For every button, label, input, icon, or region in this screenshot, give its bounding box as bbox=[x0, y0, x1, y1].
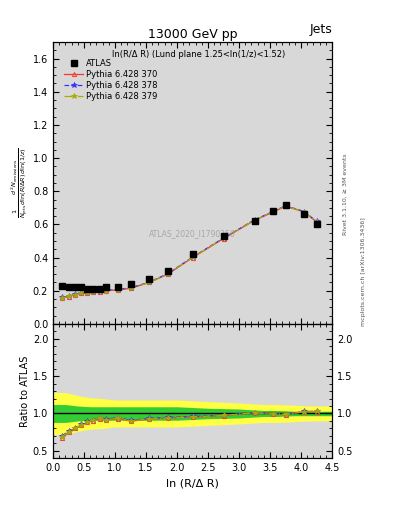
Pythia 6.428 378 bbox=[103, 287, 108, 293]
Pythia 6.428 370 bbox=[165, 271, 170, 278]
Pythia 6.428 378 bbox=[221, 235, 226, 241]
Pythia 6.428 370 bbox=[252, 217, 257, 223]
Pythia 6.428 378 bbox=[271, 208, 275, 215]
Pythia 6.428 378 bbox=[302, 208, 307, 215]
Pythia 6.428 370 bbox=[79, 290, 83, 296]
Pythia 6.428 370 bbox=[60, 295, 65, 302]
Text: ATLAS_2020_I1790256: ATLAS_2020_I1790256 bbox=[149, 229, 236, 238]
Pythia 6.428 370 bbox=[190, 254, 195, 261]
Pythia 6.428 378 bbox=[314, 219, 319, 225]
ATLAS bbox=[72, 284, 77, 290]
Pythia 6.428 370 bbox=[85, 290, 90, 296]
Pythia 6.428 379 bbox=[271, 209, 275, 215]
Pythia 6.428 370 bbox=[221, 236, 226, 242]
Pythia 6.428 370 bbox=[97, 289, 102, 295]
Title: 13000 GeV pp: 13000 GeV pp bbox=[148, 28, 237, 41]
ATLAS bbox=[79, 284, 83, 290]
Pythia 6.428 378 bbox=[97, 288, 102, 294]
Pythia 6.428 379 bbox=[66, 293, 71, 300]
Pythia 6.428 379 bbox=[252, 217, 257, 223]
Pythia 6.428 379 bbox=[103, 288, 108, 294]
Legend: ATLAS, Pythia 6.428 370, Pythia 6.428 378, Pythia 6.428 379: ATLAS, Pythia 6.428 370, Pythia 6.428 37… bbox=[63, 57, 159, 103]
Pythia 6.428 379 bbox=[79, 290, 83, 296]
Line: Pythia 6.428 370: Pythia 6.428 370 bbox=[60, 204, 319, 301]
Y-axis label: $\frac{1}{N_{\mathrm{jets}}}\frac{d^2 N_{\mathrm{emissions}}}{d\ln (R/\Delta R)\: $\frac{1}{N_{\mathrm{jets}}}\frac{d^2 N_… bbox=[9, 147, 30, 219]
Pythia 6.428 378 bbox=[128, 285, 133, 291]
Pythia 6.428 378 bbox=[165, 271, 170, 277]
ATLAS bbox=[271, 208, 275, 214]
Pythia 6.428 370 bbox=[314, 219, 319, 225]
ATLAS bbox=[165, 268, 170, 274]
Pythia 6.428 378 bbox=[283, 203, 288, 209]
Line: Pythia 6.428 378: Pythia 6.428 378 bbox=[60, 203, 320, 300]
ATLAS bbox=[66, 284, 71, 290]
Pythia 6.428 378 bbox=[60, 294, 65, 301]
Pythia 6.428 370 bbox=[128, 285, 133, 291]
ATLAS bbox=[252, 218, 257, 224]
ATLAS bbox=[283, 201, 288, 207]
Pythia 6.428 379 bbox=[147, 280, 152, 286]
Pythia 6.428 379 bbox=[60, 295, 65, 301]
Line: ATLAS: ATLAS bbox=[59, 201, 320, 292]
ATLAS bbox=[147, 276, 152, 282]
Pythia 6.428 370 bbox=[302, 209, 307, 215]
Pythia 6.428 379 bbox=[283, 203, 288, 209]
Text: mcplots.cern.ch [arXiv:1306.3436]: mcplots.cern.ch [arXiv:1306.3436] bbox=[361, 217, 366, 326]
Pythia 6.428 370 bbox=[116, 287, 121, 293]
Pythia 6.428 370 bbox=[66, 293, 71, 300]
ATLAS bbox=[116, 284, 121, 290]
ATLAS bbox=[190, 251, 195, 258]
Pythia 6.428 370 bbox=[147, 280, 152, 286]
Pythia 6.428 378 bbox=[79, 290, 83, 296]
ATLAS bbox=[85, 286, 90, 292]
Pythia 6.428 370 bbox=[91, 289, 96, 295]
Pythia 6.428 378 bbox=[66, 293, 71, 299]
X-axis label: ln (R/Δ R): ln (R/Δ R) bbox=[166, 479, 219, 488]
ATLAS bbox=[60, 283, 65, 289]
Text: ln(R/Δ R) (Lund plane 1.25<ln(1/z)<1.52): ln(R/Δ R) (Lund plane 1.25<ln(1/z)<1.52) bbox=[112, 51, 285, 59]
ATLAS bbox=[91, 286, 96, 292]
ATLAS bbox=[103, 284, 108, 290]
Text: Rivet 3.1.10, ≥ 3M events: Rivet 3.1.10, ≥ 3M events bbox=[343, 154, 348, 236]
Pythia 6.428 379 bbox=[97, 288, 102, 294]
Pythia 6.428 379 bbox=[128, 285, 133, 291]
Pythia 6.428 378 bbox=[72, 291, 77, 297]
ATLAS bbox=[314, 221, 319, 227]
Pythia 6.428 379 bbox=[72, 292, 77, 298]
Y-axis label: Ratio to ATLAS: Ratio to ATLAS bbox=[20, 355, 30, 427]
Pythia 6.428 379 bbox=[314, 219, 319, 225]
Pythia 6.428 379 bbox=[116, 287, 121, 293]
Pythia 6.428 378 bbox=[147, 279, 152, 285]
Pythia 6.428 379 bbox=[85, 290, 90, 296]
ATLAS bbox=[128, 281, 133, 287]
Pythia 6.428 379 bbox=[190, 254, 195, 261]
ATLAS bbox=[221, 233, 226, 239]
Pythia 6.428 378 bbox=[85, 290, 90, 296]
Pythia 6.428 370 bbox=[103, 288, 108, 294]
Pythia 6.428 378 bbox=[252, 217, 257, 223]
Pythia 6.428 370 bbox=[271, 209, 275, 215]
Pythia 6.428 379 bbox=[91, 289, 96, 295]
Pythia 6.428 370 bbox=[72, 292, 77, 298]
Pythia 6.428 378 bbox=[190, 254, 195, 260]
Pythia 6.428 379 bbox=[165, 271, 170, 277]
Line: Pythia 6.428 379: Pythia 6.428 379 bbox=[60, 203, 320, 301]
Text: Jets: Jets bbox=[309, 23, 332, 36]
Pythia 6.428 379 bbox=[302, 209, 307, 215]
Pythia 6.428 378 bbox=[91, 289, 96, 295]
ATLAS bbox=[302, 211, 307, 218]
Pythia 6.428 379 bbox=[221, 236, 226, 242]
Pythia 6.428 370 bbox=[283, 203, 288, 209]
ATLAS bbox=[97, 286, 102, 292]
Pythia 6.428 378 bbox=[116, 286, 121, 292]
